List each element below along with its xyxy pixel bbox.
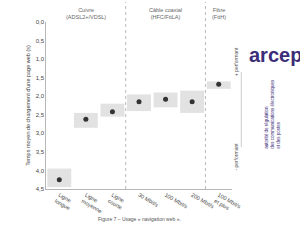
svg-text:0,0: 0,0 — [36, 19, 45, 25]
svg-text:0,5: 0,5 — [36, 38, 45, 44]
svg-text:1,0: 1,0 — [36, 56, 45, 62]
svg-text:3,5: 3,5 — [36, 149, 45, 155]
svg-text:- performant: - performant — [233, 143, 239, 171]
svg-text:200 Mbit/s: 200 Mbit/s — [190, 192, 215, 210]
svg-text:100 Mbit/set plus: 100 Mbit/set plus — [213, 192, 242, 216]
svg-text:Lignecourte: Lignecourte — [107, 192, 127, 211]
svg-text:arcep: arcep — [249, 44, 300, 66]
svg-text:2,0: 2,0 — [36, 93, 45, 99]
svg-text:Temps moyen de chargement d'un: Temps moyen de chargement d'une page web… — [25, 45, 31, 166]
svg-text:Cuivre(ADSL2+/VDSL): Cuivre(ADSL2+/VDSL) — [66, 7, 106, 20]
svg-text:autorité de régulationdes comm: autorité de régulationdes communications… — [264, 79, 281, 149]
svg-text:4,0: 4,0 — [36, 168, 45, 174]
svg-text:Câble coaxial(HFC/FttLA): Câble coaxial(HFC/FttLA) — [149, 7, 182, 20]
svg-text:4,5: 4,5 — [36, 186, 45, 192]
svg-text:2,5: 2,5 — [36, 112, 45, 118]
svg-text:Lignelongue: Lignelongue — [54, 192, 75, 212]
svg-text:100 Mbit/s: 100 Mbit/s — [164, 192, 189, 210]
svg-text:Figure 7 – Usage « navigation: Figure 7 – Usage « navigation web ». — [98, 216, 181, 222]
svg-text:Fibre(FttH): Fibre(FttH) — [212, 7, 226, 20]
svg-text:30 Mbit/s: 30 Mbit/s — [137, 192, 160, 208]
svg-text:Lignemoyenne: Lignemoyenne — [80, 192, 106, 215]
svg-text:+ performant: + performant — [233, 47, 239, 76]
svg-text:3,0: 3,0 — [36, 130, 45, 136]
svg-text:1,5: 1,5 — [36, 75, 45, 81]
